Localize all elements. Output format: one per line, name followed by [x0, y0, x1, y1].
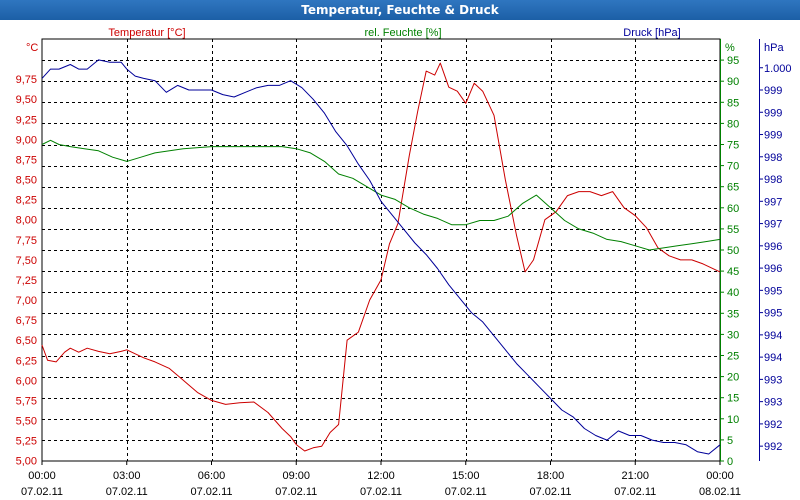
- humidity-tick-label: 10: [727, 414, 739, 426]
- temperature-tick-label: 5,00: [16, 456, 37, 468]
- humidity-tick-label: 50: [727, 245, 739, 257]
- temperature-tick-label: 7,75: [16, 235, 37, 247]
- x-tick-label-time: 00:00: [28, 470, 56, 482]
- pressure-tick-label: 995: [764, 308, 782, 320]
- temperature-tick-label: 8,25: [16, 195, 37, 207]
- pressure-series-label: Druck [hPa]: [623, 27, 680, 39]
- pressure-tick-label: 997: [764, 219, 782, 231]
- chart-canvas: 00:00 07.02.11 03:00 07.02.11 06:00 07.02.11 0…: [16, 27, 792, 498]
- x-tick-label-date: 07.02.11: [529, 486, 571, 498]
- temperature-tick-label: 6,25: [16, 355, 37, 367]
- temperature-tick-label: 7,50: [16, 255, 37, 267]
- x-tick-label-date: 08.02.11: [699, 486, 741, 498]
- temperature-series-label: Temperatur [°C]: [108, 27, 185, 39]
- pressure-tick-label: 999: [764, 85, 782, 97]
- x-tick-label-time: 18:00: [537, 470, 565, 482]
- humidity-tick-label: 45: [727, 266, 739, 278]
- humidity-tick-label: 0: [727, 456, 733, 468]
- temperature-tick-label: 6,75: [16, 315, 37, 327]
- pressure-tick-label: 992: [764, 419, 782, 431]
- series-line-temperature: [41, 62, 721, 452]
- humidity-tick-label: 70: [727, 161, 739, 173]
- x-tick-label-time: 06:00: [198, 470, 226, 482]
- pressure-tick-label: 993: [764, 374, 782, 386]
- x-tick-label-time: 09:00: [282, 470, 310, 482]
- pressure-tick-label: 993: [764, 397, 782, 409]
- chart-axes: [41, 39, 763, 465]
- pressure-unit-label: hPa: [764, 42, 784, 54]
- x-tick-label-date: 07.02.11: [360, 486, 402, 498]
- humidity-tick-label: 80: [727, 118, 739, 130]
- chart-grid: [41, 38, 721, 462]
- humidity-tick-label: 25: [727, 351, 739, 363]
- window-title: Temperatur, Feuchte & Druck: [0, 0, 800, 20]
- pressure-tick-label: 995: [764, 285, 782, 297]
- chart-series: [41, 59, 721, 455]
- humidity-unit-label: %: [725, 42, 735, 54]
- temperature-tick-label: 9,50: [16, 94, 37, 106]
- x-tick-label-date: 07.02.11: [106, 486, 148, 498]
- temperature-tick-label: 5,25: [16, 436, 37, 448]
- humidity-series-label: rel. Feuchte [%]: [364, 27, 441, 39]
- temperature-tick-label: 8,50: [16, 175, 37, 187]
- pressure-tick-label: 1.000: [764, 63, 792, 75]
- temperature-tick-label: 5,75: [16, 395, 37, 407]
- x-tick-label-time: 00:00: [706, 470, 734, 482]
- humidity-tick-label: 95: [727, 55, 739, 67]
- temperature-tick-label: 8,00: [16, 215, 37, 227]
- temperature-tick-label: 8,75: [16, 154, 37, 166]
- humidity-tick-label: 20: [727, 372, 739, 384]
- pressure-tick-label: 996: [764, 263, 782, 275]
- pressure-tick-label: 999: [764, 107, 782, 119]
- temperature-unit-label: °C: [26, 42, 38, 54]
- x-tick-label-date: 07.02.11: [275, 486, 317, 498]
- temperature-tick-label: 5,50: [16, 415, 37, 427]
- x-tick-label-date: 07.02.11: [190, 486, 232, 498]
- pressure-tick-label: 998: [764, 152, 782, 164]
- series-line-pressure: [41, 59, 721, 455]
- pressure-tick-label: 994: [764, 330, 782, 342]
- temperature-tick-label: 9,25: [16, 114, 37, 126]
- humidity-tick-label: 30: [727, 329, 739, 341]
- chart-axis-headers: °C% hPa Temperatur [°C] rel. Feuchte [%] Dru…: [26, 27, 784, 54]
- pressure-tick-label: 992: [764, 441, 782, 453]
- humidity-tick-label: 75: [727, 140, 739, 152]
- pressure-tick-label: 998: [764, 174, 782, 186]
- temperature-tick-label: 7,25: [16, 275, 37, 287]
- humidity-tick-label: 55: [727, 224, 739, 236]
- humidity-tick-label: 40: [727, 287, 739, 299]
- humidity-tick-label: 5: [727, 435, 733, 447]
- chart-tick-labels: 00:00 07.02.11 03:00 07.02.11 06:00 07.02.11 0…: [16, 55, 792, 498]
- series-line-humidity: [41, 139, 721, 251]
- pressure-tick-label: 994: [764, 352, 782, 364]
- x-tick-label-time: 03:00: [113, 470, 141, 482]
- humidity-tick-label: 65: [727, 182, 739, 194]
- x-tick-label-date: 07.02.11: [21, 486, 63, 498]
- humidity-tick-label: 35: [727, 308, 739, 320]
- pressure-tick-label: 997: [764, 196, 782, 208]
- x-tick-label-time: 15:00: [452, 470, 480, 482]
- pressure-tick-label: 996: [764, 241, 782, 253]
- humidity-tick-label: 85: [727, 97, 739, 109]
- temperature-tick-label: 9,00: [16, 134, 37, 146]
- x-tick-label-time: 12:00: [367, 470, 395, 482]
- x-tick-label-time: 21:00: [621, 470, 649, 482]
- x-tick-label-date: 07.02.11: [445, 486, 487, 498]
- humidity-tick-label: 15: [727, 393, 739, 405]
- pressure-tick-label: 999: [764, 130, 782, 142]
- temperature-tick-label: 7,00: [16, 295, 37, 307]
- temperature-tick-label: 6,50: [16, 335, 37, 347]
- humidity-tick-label: 60: [727, 203, 739, 215]
- temperature-tick-label: 6,00: [16, 375, 37, 387]
- humidity-tick-label: 90: [727, 76, 739, 88]
- x-tick-label-date: 07.02.11: [614, 486, 656, 498]
- temperature-tick-label: 9,75: [16, 74, 37, 86]
